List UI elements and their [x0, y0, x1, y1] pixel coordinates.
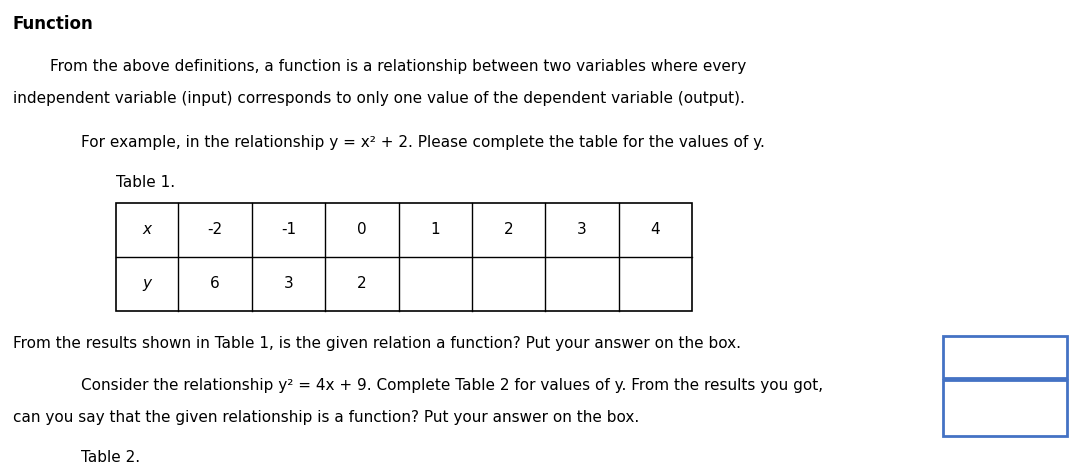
- Text: 3: 3: [577, 222, 588, 238]
- Bar: [116, 203, 692, 311]
- Text: x: x: [143, 222, 151, 238]
- Text: 3: 3: [283, 276, 294, 291]
- Bar: [943, 380, 1067, 436]
- Text: 1: 1: [431, 222, 440, 238]
- Text: independent variable (input) corresponds to only one value of the dependent vari: independent variable (input) corresponds…: [13, 91, 745, 106]
- Text: Consider the relationship y² = 4x + 9. Complete Table 2 for values of y. From th: Consider the relationship y² = 4x + 9. C…: [81, 378, 823, 393]
- Text: 2: 2: [357, 276, 366, 291]
- Text: For example, in the relationship y = x² + 2. Please complete the table for the v: For example, in the relationship y = x² …: [81, 135, 765, 150]
- Text: Function: Function: [13, 15, 94, 33]
- Text: 4: 4: [651, 222, 660, 238]
- Text: From the above definitions, a function is a relationship between two variables w: From the above definitions, a function i…: [50, 59, 746, 74]
- Text: 0: 0: [357, 222, 366, 238]
- Bar: [943, 336, 1067, 378]
- Text: y: y: [143, 276, 151, 291]
- Text: can you say that the given relationship is a function? Put your answer on the bo: can you say that the given relationship …: [13, 410, 639, 425]
- Text: -1: -1: [281, 222, 296, 238]
- Text: 6: 6: [210, 276, 220, 291]
- Text: Table 1.: Table 1.: [116, 175, 175, 190]
- Text: From the results shown in Table 1, is the given relation a function? Put your an: From the results shown in Table 1, is th…: [13, 336, 741, 351]
- Text: 2: 2: [504, 222, 513, 238]
- Text: -2: -2: [207, 222, 222, 238]
- Text: Table 2.: Table 2.: [81, 450, 140, 465]
